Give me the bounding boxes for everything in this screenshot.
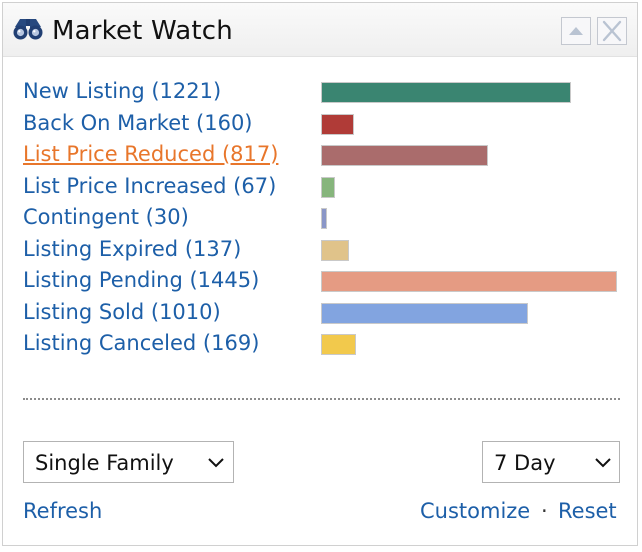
listing-count-bar <box>321 271 617 292</box>
refresh-link[interactable]: Refresh <box>23 499 103 523</box>
property-type-select[interactable]: Single Family <box>23 441 234 483</box>
listing-status-link[interactable]: Listing Sold (1010) <box>23 299 221 324</box>
listing-count-bar <box>321 334 356 355</box>
period-value: 7 Day <box>494 451 556 475</box>
listing-row: Listing Expired (137) <box>23 235 623 267</box>
listing-status-link[interactable]: List Price Increased (67) <box>23 173 277 198</box>
listing-count-bar <box>321 176 335 198</box>
listing-row: Listing Sold (1010) <box>23 298 623 330</box>
listing-status-link[interactable]: New Listing (1221) <box>23 79 222 103</box>
property-type-value: Single Family <box>35 451 174 475</box>
customize-link[interactable]: Customize <box>420 499 531 523</box>
listing-status-link[interactable]: Listing Canceled (169) <box>23 331 260 355</box>
listing-row: List Price Increased (67) <box>23 172 623 204</box>
reset-link[interactable]: Reset <box>558 499 617 523</box>
widget-title: Market Watch <box>52 16 233 46</box>
listing-row: Contingent (30) <box>23 203 623 235</box>
collapse-button[interactable] <box>561 17 591 45</box>
listing-status-link[interactable]: Listing Expired (137) <box>23 236 242 261</box>
listing-status-link[interactable]: Listing Pending (1445) <box>23 268 260 292</box>
listing-count-bar <box>321 208 327 229</box>
listing-status-link[interactable]: Back On Market (160) <box>23 110 253 135</box>
listing-count-bar <box>321 82 571 103</box>
widget-header: Market Watch <box>3 3 637 57</box>
listing-status-link[interactable]: Contingent (30) <box>23 205 189 229</box>
listing-row: Back On Market (160) <box>23 109 623 141</box>
link-separator: · <box>541 499 548 523</box>
listing-row: Listing Pending (1445) <box>23 266 623 298</box>
market-watch-widget: Market Watch New Listing (1221) Back On M… <box>2 2 638 546</box>
listing-status-list: New Listing (1221) Back On Market (160) Li… <box>23 77 623 361</box>
binoculars-icon <box>12 17 44 41</box>
listing-count-bar <box>321 239 349 261</box>
period-select[interactable]: 7 Day <box>482 441 620 483</box>
listing-row: Listing Canceled (169) <box>23 329 623 361</box>
listing-row: List Price Reduced (817) <box>23 140 623 172</box>
close-button[interactable] <box>597 17 627 45</box>
listing-count-bar <box>321 113 354 135</box>
listing-status-link[interactable]: List Price Reduced (817) <box>23 142 279 166</box>
listing-count-bar <box>321 302 528 324</box>
listing-count-bar <box>321 145 488 166</box>
listing-row: New Listing (1221) <box>23 77 623 109</box>
dotted-divider <box>23 398 620 400</box>
